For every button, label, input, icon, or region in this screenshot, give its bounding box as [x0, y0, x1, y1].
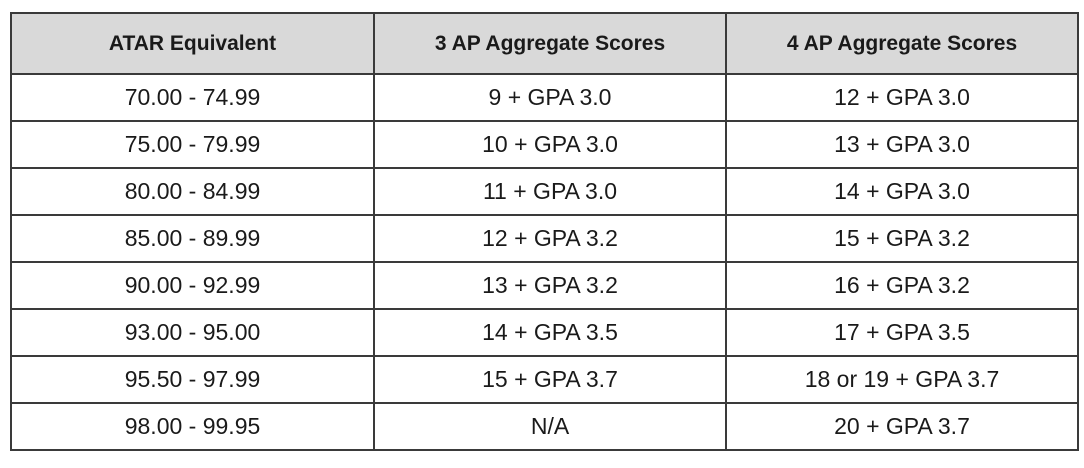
three-ap-score-cell: 9 + GPA 3.0 [373, 73, 727, 122]
header-4-ap-aggregate-scores: 4 AP Aggregate Scores [725, 12, 1079, 75]
table-row: 98.00 - 99.95 N/A 20 + GPA 3.7 [10, 402, 1079, 451]
atar-equivalence-table: ATAR Equivalent 3 AP Aggregate Scores 4 … [10, 12, 1079, 451]
header-atar-equivalent: ATAR Equivalent [10, 12, 375, 75]
atar-range-cell: 85.00 - 89.99 [10, 214, 375, 263]
atar-range-cell: 90.00 - 92.99 [10, 261, 375, 310]
header-3-ap-aggregate-scores: 3 AP Aggregate Scores [373, 12, 727, 75]
atar-range-cell: 93.00 - 95.00 [10, 308, 375, 357]
three-ap-score-cell: 14 + GPA 3.5 [373, 308, 727, 357]
four-ap-score-cell: 15 + GPA 3.2 [725, 214, 1079, 263]
four-ap-score-cell: 14 + GPA 3.0 [725, 167, 1079, 216]
table-row: 93.00 - 95.00 14 + GPA 3.5 17 + GPA 3.5 [10, 308, 1079, 357]
table-row: 75.00 - 79.99 10 + GPA 3.0 13 + GPA 3.0 [10, 120, 1079, 169]
four-ap-score-cell: 16 + GPA 3.2 [725, 261, 1079, 310]
four-ap-score-cell: 13 + GPA 3.0 [725, 120, 1079, 169]
table-row: 90.00 - 92.99 13 + GPA 3.2 16 + GPA 3.2 [10, 261, 1079, 310]
table-row: 85.00 - 89.99 12 + GPA 3.2 15 + GPA 3.2 [10, 214, 1079, 263]
three-ap-score-cell: 15 + GPA 3.7 [373, 355, 727, 404]
three-ap-score-cell: 12 + GPA 3.2 [373, 214, 727, 263]
atar-range-cell: 95.50 - 97.99 [10, 355, 375, 404]
table-row: 70.00 - 74.99 9 + GPA 3.0 12 + GPA 3.0 [10, 73, 1079, 122]
four-ap-score-cell: 17 + GPA 3.5 [725, 308, 1079, 357]
table-row: 95.50 - 97.99 15 + GPA 3.7 18 or 19 + GP… [10, 355, 1079, 404]
three-ap-score-cell: 10 + GPA 3.0 [373, 120, 727, 169]
three-ap-score-cell: N/A [373, 402, 727, 451]
table-row: 80.00 - 84.99 11 + GPA 3.0 14 + GPA 3.0 [10, 167, 1079, 216]
atar-range-cell: 80.00 - 84.99 [10, 167, 375, 216]
four-ap-score-cell: 18 or 19 + GPA 3.7 [725, 355, 1079, 404]
four-ap-score-cell: 12 + GPA 3.0 [725, 73, 1079, 122]
atar-range-cell: 98.00 - 99.95 [10, 402, 375, 451]
atar-range-cell: 70.00 - 74.99 [10, 73, 375, 122]
table-header-row: ATAR Equivalent 3 AP Aggregate Scores 4 … [10, 12, 1079, 75]
three-ap-score-cell: 11 + GPA 3.0 [373, 167, 727, 216]
four-ap-score-cell: 20 + GPA 3.7 [725, 402, 1079, 451]
atar-equivalence-table-container: ATAR Equivalent 3 AP Aggregate Scores 4 … [10, 12, 1079, 451]
three-ap-score-cell: 13 + GPA 3.2 [373, 261, 727, 310]
atar-range-cell: 75.00 - 79.99 [10, 120, 375, 169]
